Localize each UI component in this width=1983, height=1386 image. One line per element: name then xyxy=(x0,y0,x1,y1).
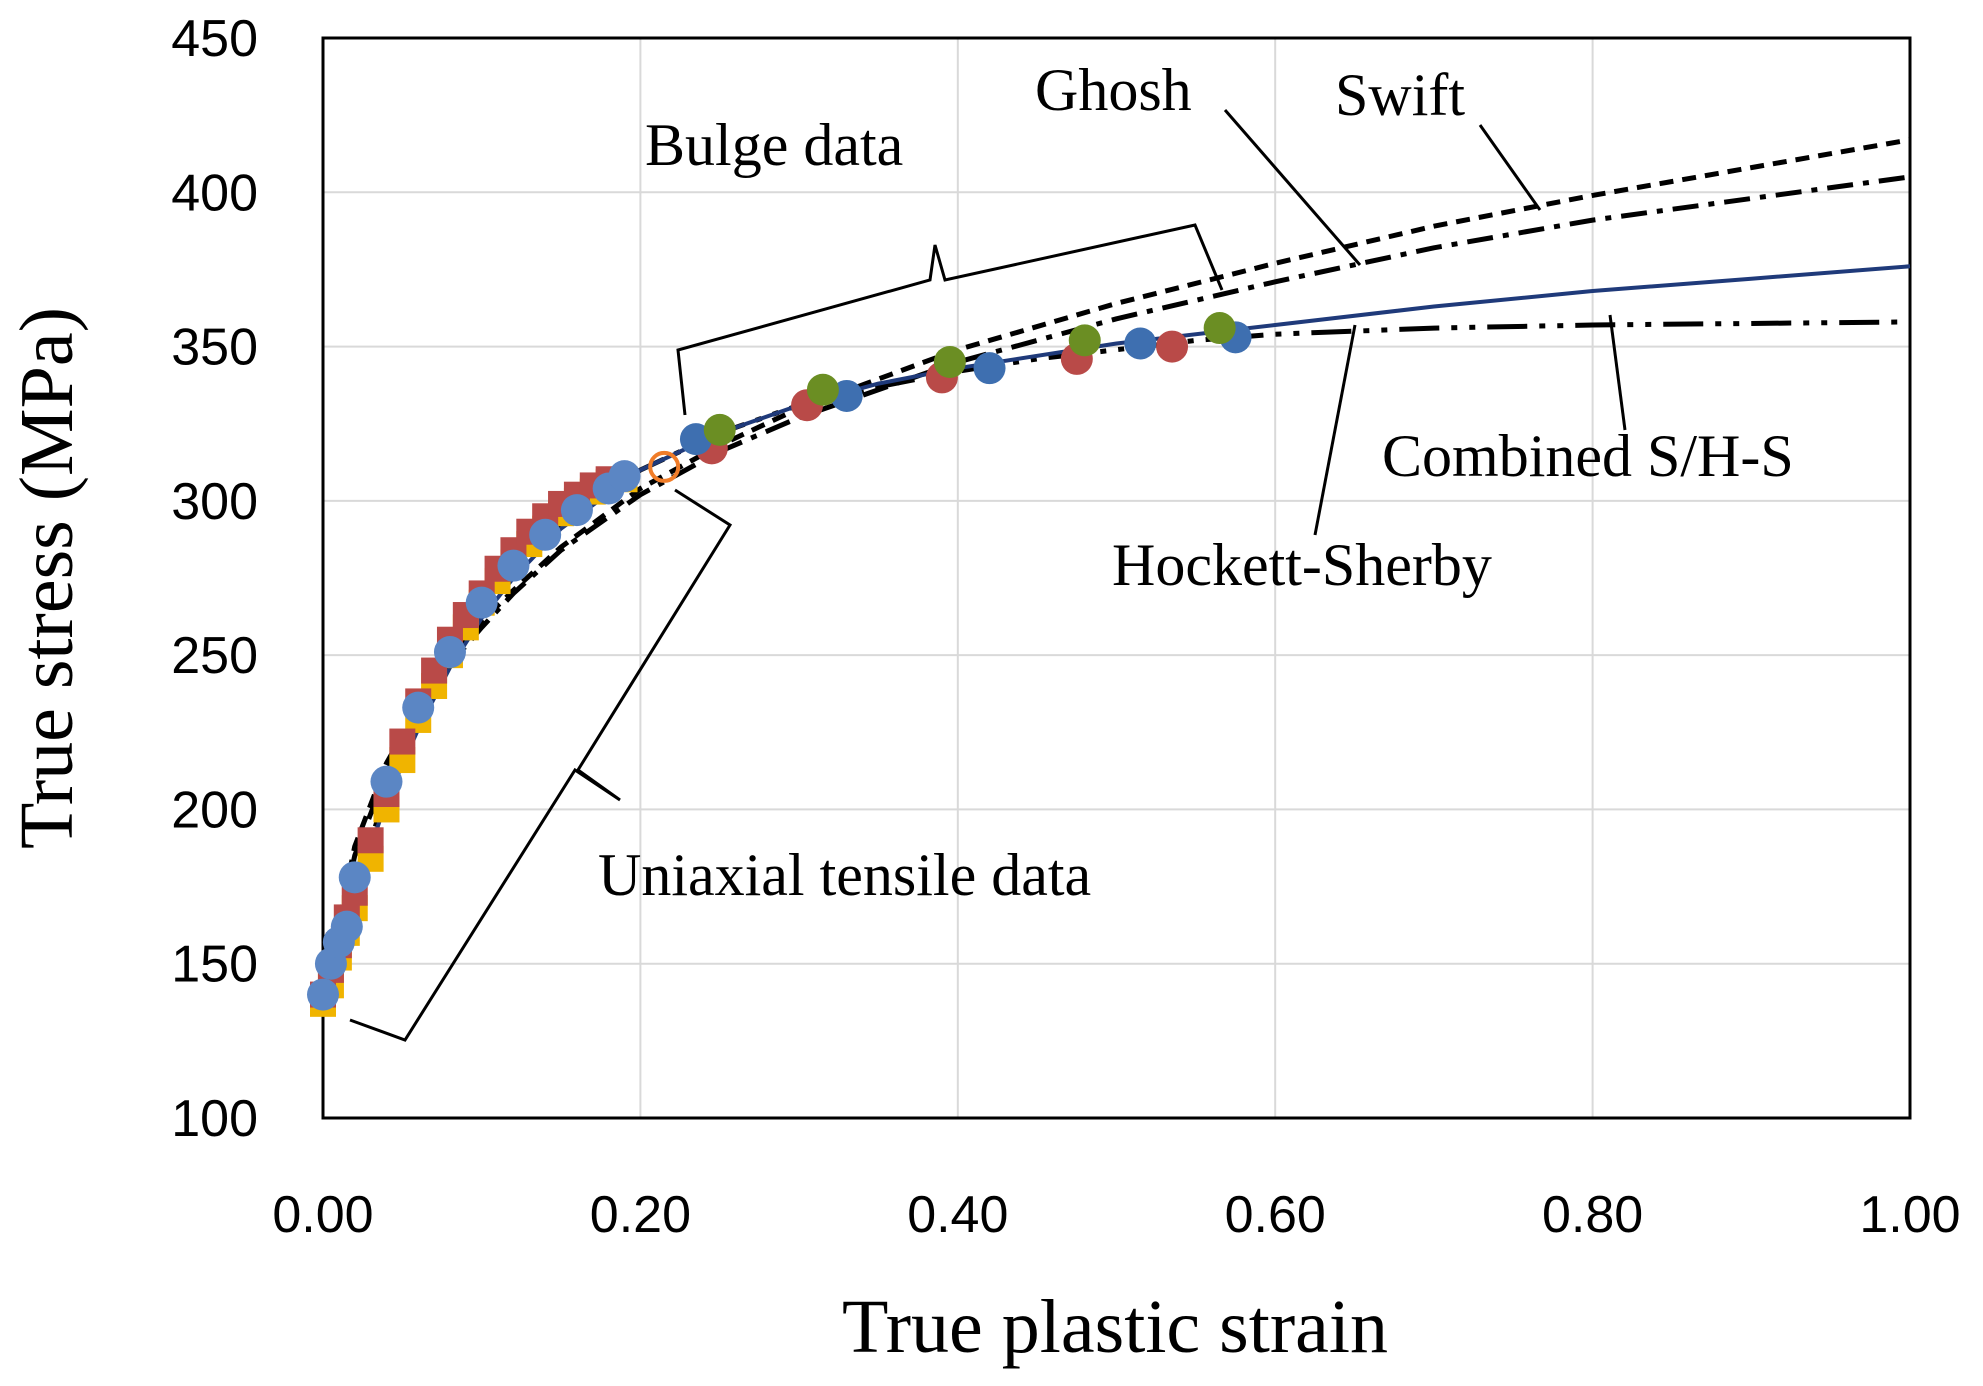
marker-uniaxial-end-marker xyxy=(648,450,681,483)
marker-uniaxial-tensile-data-blue xyxy=(529,518,562,551)
combined-leader xyxy=(1608,314,1627,431)
marker-uniaxial-tensile-data-blue xyxy=(370,765,403,798)
marker-uniaxial-tensile-data-blue xyxy=(497,549,530,582)
x-tick-label: 0.40 xyxy=(907,1186,1008,1244)
x-tick-label: 0.60 xyxy=(1225,1186,1326,1244)
y-axis-title: True stress (MPa) xyxy=(5,307,89,849)
y-tick-label: 250 xyxy=(171,627,258,685)
marker-bulge-data-green xyxy=(933,346,966,378)
label-hockett-sherby: Hockett-Sherby xyxy=(1112,532,1492,598)
x-tick-label: 1.00 xyxy=(1859,1186,1960,1244)
y-tick-label: 300 xyxy=(171,473,258,531)
marker-bulge-data-green xyxy=(703,413,736,446)
swift-leader xyxy=(1478,124,1542,211)
y-tick-label: 400 xyxy=(171,164,258,222)
label-uniaxial-tensile-data: Uniaxial tensile data xyxy=(598,842,1091,908)
y-tick-label: 450 xyxy=(171,10,258,68)
plot-area-frame xyxy=(321,36,1912,1120)
label-swift: Swift xyxy=(1335,62,1465,128)
hockett-sherby-leader xyxy=(1313,324,1357,536)
marker-bulge-data-blue xyxy=(1124,327,1157,360)
y-tick-label: 100 xyxy=(171,1090,258,1148)
ghosh-leader xyxy=(1223,109,1362,266)
marker-uniaxial-tensile-data-blue xyxy=(465,586,498,619)
bulge-data-brace xyxy=(676,223,1224,416)
marker-bulge-data-green xyxy=(1203,312,1236,345)
marker-uniaxial-tensile-data-blue xyxy=(330,910,363,943)
y-tick-label: 200 xyxy=(171,781,258,839)
marker-uniaxial-tensile-data-blue xyxy=(402,691,435,724)
y-tick-label: 350 xyxy=(171,319,258,377)
series-markers xyxy=(307,312,1252,1017)
label-bulge-data: Bulge data xyxy=(645,112,903,178)
annotation-callouts xyxy=(349,109,1627,1042)
label-ghosh: Ghosh xyxy=(1035,57,1192,123)
label-combined-s-hs: Combined S/H-S xyxy=(1382,423,1794,489)
x-tick-label: 0.00 xyxy=(272,1186,373,1244)
uniaxial-data-brace xyxy=(349,488,733,1042)
marker-bulge-data-green xyxy=(1068,324,1101,357)
marker-bulge-data-red xyxy=(1156,330,1189,363)
x-axis-title: True plastic strain xyxy=(842,1285,1388,1369)
marker-bulge-data-green xyxy=(806,373,839,406)
marker-uniaxial-tensile-data-blue xyxy=(433,636,466,669)
marker-bulge-data-blue xyxy=(973,352,1006,385)
marker-uniaxial-tensile-data-blue xyxy=(338,861,371,894)
x-tick-labels: 0.00 0.20 0.40 0.60 0.80 1.00 xyxy=(272,1186,1960,1244)
x-tick-label: 0.20 xyxy=(590,1186,691,1244)
marker-uniaxial-tensile-data-red xyxy=(389,728,416,755)
y-tick-labels: 100 150 200 250 300 350 400 450 xyxy=(171,10,258,1148)
marker-uniaxial-tensile-data-blue xyxy=(307,978,339,1011)
y-tick-label: 150 xyxy=(171,936,258,994)
marker-uniaxial-tensile-data-blue xyxy=(608,460,641,493)
x-tick-label: 0.80 xyxy=(1542,1186,1643,1244)
marker-uniaxial-tensile-data-red xyxy=(357,827,384,854)
marker-uniaxial-tensile-data-blue xyxy=(560,494,593,527)
